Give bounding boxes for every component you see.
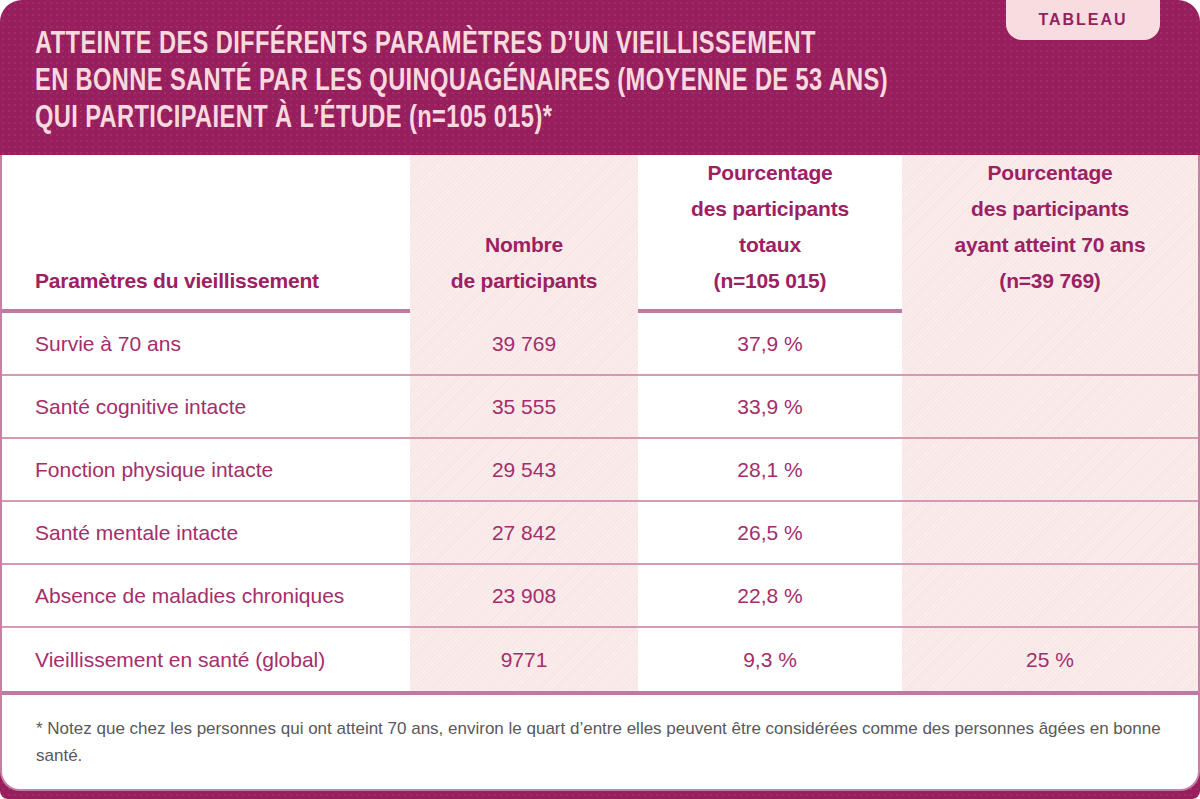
figure-title-line: EN BONNE SANTÉ PAR LES QUINQUAGÉNAIRES (…: [35, 61, 868, 98]
cell-parameter: Fonction physique intacte: [2, 458, 410, 482]
tableau-badge: TABLEAU: [1006, 0, 1160, 40]
figure-stage: TABLEAU ATTEINTE DES DIFFÉRENTS PARAMÈTR…: [0, 0, 1200, 799]
tableau-badge-label: TABLEAU: [1038, 11, 1127, 29]
figure-title: ATTEINTE DES DIFFÉRENTS PARAMÈTRES D’UN …: [35, 24, 868, 135]
column-header-parametres: Paramètres du vieillissement: [2, 155, 410, 315]
column-header-line: Pourcentage: [638, 155, 902, 191]
column-header-line: Nombre: [410, 227, 638, 263]
table-header-row: Paramètres du vieillissement Nombre de p…: [2, 155, 1198, 313]
column-header-nombre: Nombre de participants: [410, 155, 638, 315]
column-header-line: totaux: [638, 227, 902, 263]
table-row: Santé mentale intacte 27 842 26,5 %: [2, 502, 1198, 565]
column-header-pct-total: Pourcentage des participants totaux (n=1…: [638, 155, 902, 315]
figure-header: TABLEAU ATTEINTE DES DIFFÉRENTS PARAMÈTR…: [0, 0, 1200, 155]
column-header-line: Pourcentage: [902, 155, 1198, 191]
column-header-pct-70ans: Pourcentage des participants ayant attei…: [902, 155, 1198, 315]
column-header-line: de participants: [410, 263, 638, 299]
cell-pct-total: 33,9 %: [638, 395, 902, 419]
table-row: Vieillissement en santé (global) 9771 9,…: [2, 628, 1198, 691]
cell-pct-total: 9,3 %: [638, 648, 902, 672]
column-header-line: Paramètres du vieillissement: [35, 263, 410, 299]
cell-count: 23 908: [410, 565, 638, 626]
column-header-line: des participants: [638, 191, 902, 227]
cell-count: 9771: [410, 628, 638, 691]
cell-pct-70: [902, 565, 1198, 626]
cell-parameter: Santé cognitive intacte: [2, 395, 410, 419]
cell-pct-70: [902, 502, 1198, 563]
column-header-line: ayant atteint 70 ans: [902, 227, 1198, 263]
cell-parameter: Vieillissement en santé (global): [2, 648, 410, 672]
table-row: Survie à 70 ans 39 769 37,9 %: [2, 313, 1198, 376]
cell-pct-70: [902, 313, 1198, 374]
cell-pct-total: 22,8 %: [638, 584, 902, 608]
cell-parameter: Survie à 70 ans: [2, 332, 410, 356]
table-row: Santé cognitive intacte 35 555 33,9 %: [2, 376, 1198, 439]
figure-title-line: QUI PARTICIPAIENT À L’ÉTUDE (n=105 015)*: [35, 98, 868, 135]
cell-pct-70: [902, 376, 1198, 437]
cell-pct-70: [902, 439, 1198, 500]
table-row: Absence de maladies chroniques 23 908 22…: [2, 565, 1198, 628]
figure-title-line: ATTEINTE DES DIFFÉRENTS PARAMÈTRES D’UN …: [35, 24, 868, 61]
cell-count: 29 543: [410, 439, 638, 500]
cell-count: 27 842: [410, 502, 638, 563]
table-row: Fonction physique intacte 29 543 28,1 %: [2, 439, 1198, 502]
footnote-text: * Notez que chez les personnes qui ont a…: [36, 715, 1166, 769]
cell-count: 35 555: [410, 376, 638, 437]
data-table: Paramètres du vieillissement Nombre de p…: [0, 155, 1200, 791]
cell-pct-70: 25 %: [902, 628, 1198, 691]
column-header-line: (n=39 769): [902, 263, 1198, 299]
cell-parameter: Santé mentale intacte: [2, 521, 410, 545]
cell-pct-total: 37,9 %: [638, 332, 902, 356]
column-header-line: des participants: [902, 191, 1198, 227]
cell-count: 39 769: [410, 313, 638, 374]
column-header-line: (n=105 015): [638, 263, 902, 299]
cell-pct-total: 28,1 %: [638, 458, 902, 482]
footnote-area: * Notez que chez les personnes qui ont a…: [2, 691, 1198, 789]
cell-parameter: Absence de maladies chroniques: [2, 584, 410, 608]
cell-pct-total: 26,5 %: [638, 521, 902, 545]
table-figure-card: TABLEAU ATTEINTE DES DIFFÉRENTS PARAMÈTR…: [0, 0, 1200, 799]
